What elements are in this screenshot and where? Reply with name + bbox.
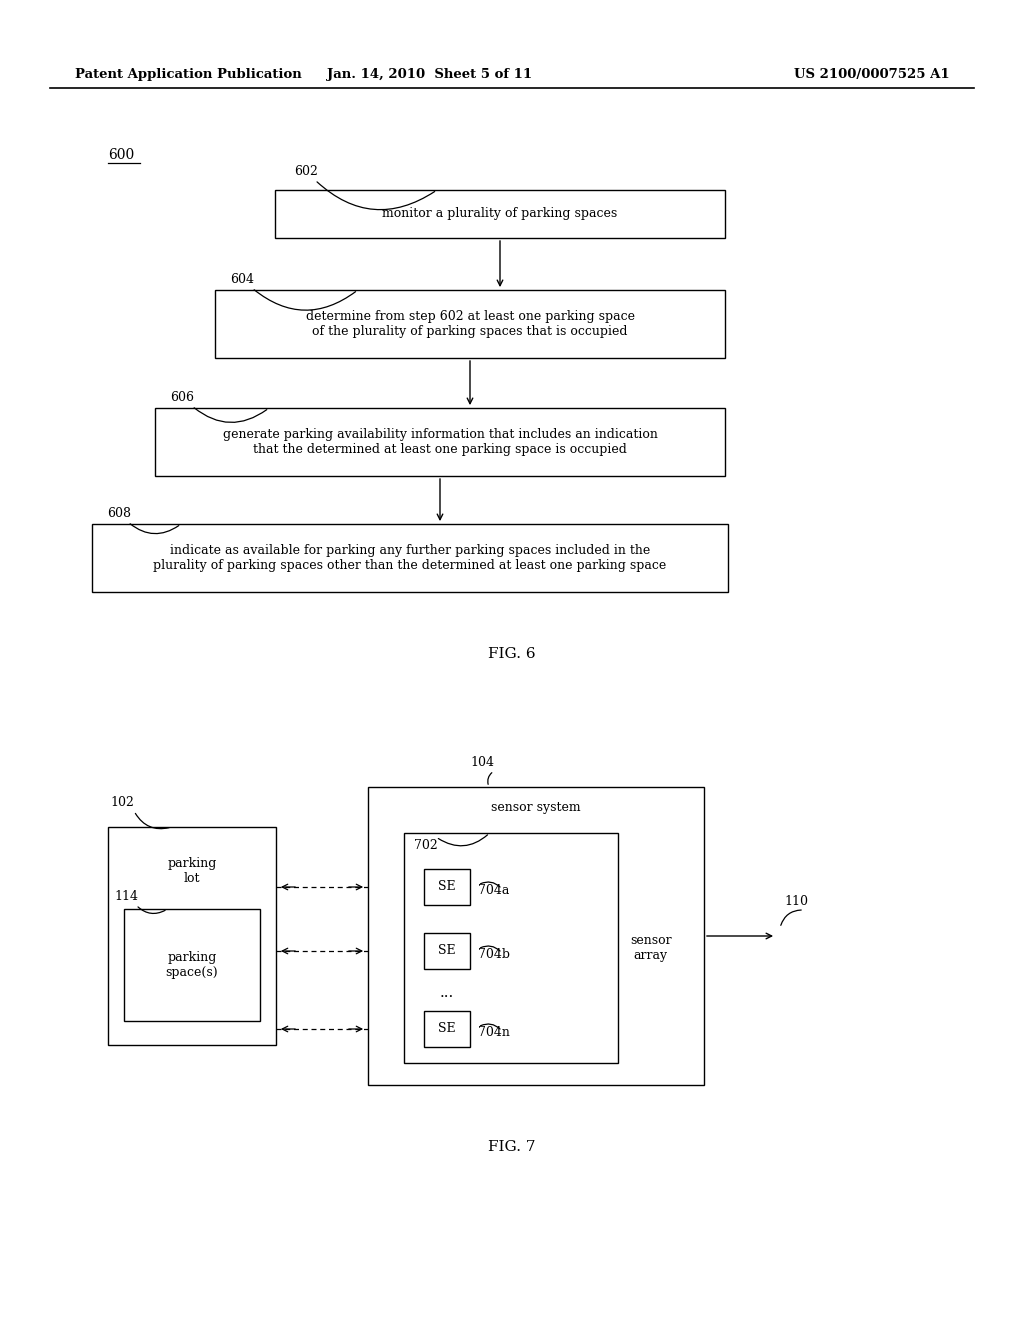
Text: sensor
array: sensor array [630, 935, 672, 962]
Bar [424, 933, 470, 969]
Text: determine from step 602 at least one parking space
of the plurality of parking s: determine from step 602 at least one par… [305, 310, 635, 338]
Text: Patent Application Publication: Patent Application Publication [75, 69, 302, 81]
Text: 600: 600 [108, 148, 134, 162]
Text: 704a: 704a [478, 884, 509, 898]
Text: parking
space(s): parking space(s) [166, 950, 218, 979]
Bar [124, 909, 260, 1020]
Text: 104: 104 [470, 756, 494, 770]
Text: 606: 606 [170, 391, 194, 404]
Bar [108, 828, 276, 1045]
Bar [215, 290, 725, 358]
Text: monitor a plurality of parking spaces: monitor a plurality of parking spaces [382, 207, 617, 220]
Text: SE: SE [438, 945, 456, 957]
Text: 702: 702 [414, 840, 437, 851]
Bar [404, 833, 618, 1063]
Text: 704n: 704n [478, 1027, 510, 1040]
Text: sensor system: sensor system [492, 801, 581, 814]
Bar [155, 408, 725, 477]
Text: indicate as available for parking any further parking spaces included in the
plu: indicate as available for parking any fu… [154, 544, 667, 572]
Text: 704b: 704b [478, 949, 510, 961]
Bar [275, 190, 725, 238]
Bar [424, 869, 470, 906]
Text: FIG. 7: FIG. 7 [488, 1140, 536, 1154]
Text: US 2100/0007525 A1: US 2100/0007525 A1 [795, 69, 950, 81]
Text: SE: SE [438, 880, 456, 894]
Text: FIG. 6: FIG. 6 [488, 647, 536, 661]
Text: 114: 114 [114, 890, 138, 903]
Text: parking
lot: parking lot [167, 857, 217, 884]
Text: 110: 110 [784, 895, 808, 908]
Text: ...: ... [440, 986, 454, 1001]
Text: 604: 604 [230, 273, 254, 286]
Bar [368, 787, 705, 1085]
Text: Jan. 14, 2010  Sheet 5 of 11: Jan. 14, 2010 Sheet 5 of 11 [328, 69, 532, 81]
Bar [92, 524, 728, 591]
Text: 608: 608 [106, 507, 131, 520]
Text: 602: 602 [294, 165, 317, 178]
Text: SE: SE [438, 1023, 456, 1035]
Bar [424, 1011, 470, 1047]
Text: 102: 102 [110, 796, 134, 809]
Text: generate parking availability information that includes an indication
that the d: generate parking availability informatio… [222, 428, 657, 455]
